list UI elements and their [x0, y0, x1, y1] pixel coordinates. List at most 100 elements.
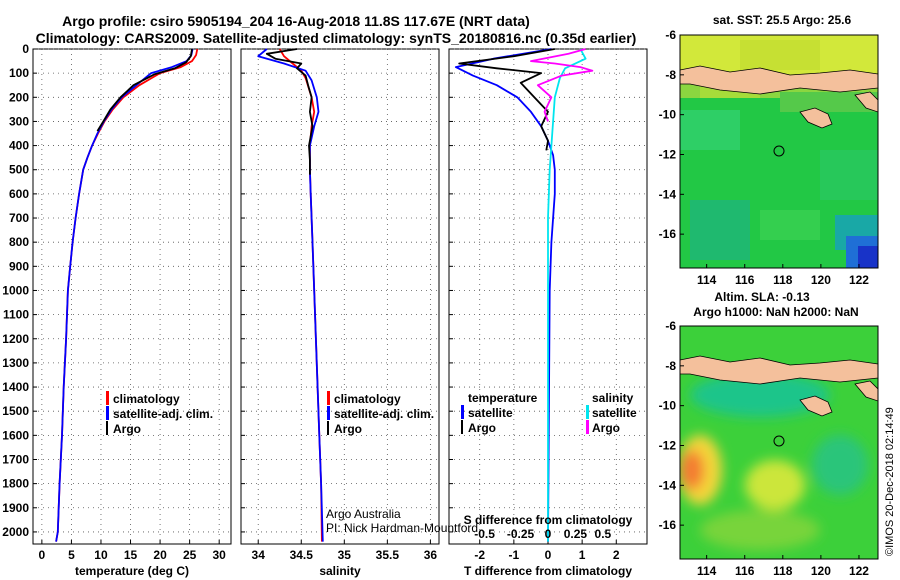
xtick-label: 2	[613, 548, 620, 562]
s-diff-tick-label: 0.5	[595, 527, 612, 541]
sst-argo-marker	[773, 145, 785, 157]
map-xtick-label: 118	[773, 564, 793, 578]
map-ytick-label: -16	[659, 227, 677, 241]
map-xtick-label: 122	[849, 273, 869, 287]
map-ytick-label: -12	[659, 147, 677, 161]
map-ytick-label: -12	[659, 438, 677, 452]
ytick-label: 400	[9, 139, 29, 153]
salinity-profile-frame	[240, 48, 440, 545]
ytick-label: 1400	[2, 380, 29, 394]
series-argo	[265, 48, 314, 175]
ytick-label: 500	[9, 163, 29, 177]
map-ytick-label: -14	[659, 187, 677, 201]
sst-map-title: sat. SST: 25.5 Argo: 25.6	[713, 13, 852, 27]
series-satellite-adj-clim-	[55, 48, 194, 542]
xtick-label: 10	[94, 548, 108, 562]
map-ytick-label: -8	[665, 359, 676, 373]
legend-argo-sal: Argo	[334, 422, 362, 436]
xtick-label: 34	[252, 548, 266, 562]
map-xtick-label: 116	[735, 273, 755, 287]
map-ytick-label: -6	[665, 28, 676, 42]
ytick-label: 1300	[2, 356, 29, 370]
xtick-label: 35	[338, 548, 352, 562]
map-ytick-label: -16	[659, 518, 677, 532]
xtick-label: 35.5	[376, 548, 400, 562]
series-s-argo	[530, 48, 594, 122]
ytick-label: 600	[9, 187, 29, 201]
ytick-label: 700	[9, 211, 29, 225]
xtick-label: 36	[424, 548, 438, 562]
legend-t-satellite: satellite	[468, 406, 513, 420]
legend-temperature-header: temperature	[468, 391, 538, 405]
ytick-label: 100	[9, 66, 29, 80]
xtick-label: -2	[474, 548, 485, 562]
salinity-panel: 34 34.5 35 35.5 36 salinity	[240, 48, 440, 578]
figure-title-line1: Argo profile: csiro 5905194_204 16-Aug-2…	[62, 13, 530, 29]
s-diff-tick-label: 0	[545, 527, 552, 541]
imos-credit: ©IMOS 20-Dec-2018 02:14:49	[884, 407, 896, 556]
credit-pi: PI: Nick Hardman-Mountford	[326, 521, 478, 535]
xtick-label: 1	[579, 548, 586, 562]
map-xtick-label: 120	[811, 564, 831, 578]
ytick-label: 1700	[2, 452, 29, 466]
salinity-profile-xlabel: salinity	[319, 564, 361, 578]
legend-s-satellite: satellite	[592, 406, 637, 420]
legend-argo: Argo	[113, 422, 141, 436]
ytick-label: 200	[9, 90, 29, 104]
ytick-label: 900	[9, 259, 29, 273]
map-ytick-label: -6	[665, 319, 676, 333]
temperature-legend: climatology satellite-adj. clim. Argo	[106, 391, 213, 436]
temperature-profile-xlabel: temperature (deg C)	[75, 564, 189, 578]
s-difference-tick-labels: -0.5 -0.25 0 0.25 0.5	[474, 527, 611, 541]
credit-argo-australia: Argo Australia	[326, 507, 401, 521]
sla-argo-marker	[773, 435, 785, 447]
s-diff-tick-label: 0.25	[564, 527, 588, 541]
xtick-label: 25	[183, 548, 197, 562]
ytick-label: 800	[9, 235, 29, 249]
ytick-label: 1100	[3, 308, 29, 322]
difference-panel: -2 -1 0 1 2 T difference from climatology	[448, 48, 648, 578]
legend-s-argo: Argo	[592, 421, 620, 435]
map-xtick-label: 118	[773, 273, 793, 287]
series-argo	[96, 48, 193, 132]
sla-map-title: Altim. SLA: -0.13	[714, 290, 810, 304]
ytick-label: 1000	[2, 283, 29, 297]
xtick-label: -1	[509, 548, 520, 562]
ytick-label: 1600	[2, 428, 29, 442]
s-diff-tick-label: -0.25	[507, 527, 535, 541]
legend-satellite: satellite-adj. clim.	[113, 407, 213, 421]
legend-climatology: climatology	[113, 392, 180, 406]
map-xtick-label: 114	[697, 273, 717, 287]
map-ytick-label: -10	[659, 399, 677, 413]
xtick-label: 30	[212, 548, 226, 562]
map-ytick-label: -10	[659, 108, 677, 122]
map-ytick-label: -14	[659, 478, 677, 492]
map-ytick-label: -8	[665, 68, 676, 82]
legend-salinity-header: salinity	[592, 391, 634, 405]
s-difference-label: S difference from climatology	[464, 513, 633, 527]
ytick-label: 1900	[2, 501, 29, 515]
sst-map	[680, 35, 878, 268]
sst-map-axes: 114 116 118 120 122 -6 -8 -10 -12 -14 -16	[659, 28, 870, 287]
ytick-label: 1500	[2, 404, 29, 418]
map-xtick-label: 122	[849, 564, 869, 578]
temperature-profile-frame	[32, 48, 232, 545]
temperature-panel: 0 100 200 300 400 500 600 700 800 900 1000 1100 1200…	[2, 42, 232, 578]
ytick-label: 300	[9, 114, 29, 128]
xtick-label: 0	[545, 548, 552, 562]
map-xtick-label: 120	[811, 273, 831, 287]
map-xtick-label: 116	[735, 564, 755, 578]
legend-t-argo: Argo	[468, 421, 496, 435]
legend-satellite-sal: satellite-adj. clim.	[334, 407, 434, 421]
ytick-label: 0	[22, 42, 29, 56]
ytick-label: 2000	[2, 525, 29, 539]
sla-map-subtitle: Argo h1000: NaN h2000: NaN	[693, 305, 858, 319]
sla-map-axes: 114 116 118 120 122 -6 -8 -10 -12 -14 -16	[659, 319, 870, 578]
xtick-label: 15	[124, 548, 138, 562]
ytick-label: 1200	[2, 332, 29, 346]
figure-title-line2: Climatology: CARS2009. Satellite-adjuste…	[36, 30, 637, 46]
salinity-legend: climatology satellite-adj. clim. Argo	[327, 391, 434, 436]
xtick-label: 34.5	[290, 548, 314, 562]
ytick-label: 1800	[2, 477, 29, 491]
